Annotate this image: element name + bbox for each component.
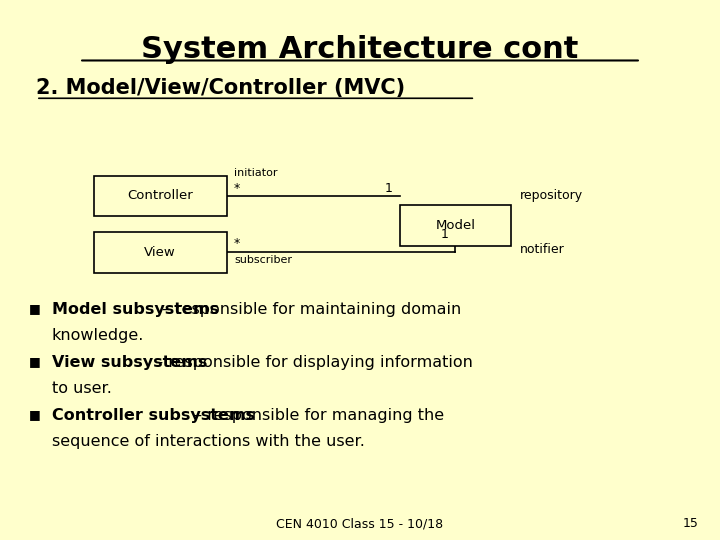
Text: View: View bbox=[144, 246, 176, 259]
Text: to user.: to user. bbox=[52, 381, 112, 396]
Text: CEN 4010 Class 15 - 10/18: CEN 4010 Class 15 - 10/18 bbox=[276, 517, 444, 530]
Text: 2. Model/View/Controller (MVC): 2. Model/View/Controller (MVC) bbox=[36, 78, 405, 98]
Text: View subsystems: View subsystems bbox=[52, 355, 207, 370]
Text: 1: 1 bbox=[441, 228, 448, 241]
Text: Model: Model bbox=[436, 219, 475, 232]
Text: *: * bbox=[234, 181, 240, 195]
Text: subscriber: subscriber bbox=[234, 255, 292, 265]
Text: ■: ■ bbox=[29, 355, 40, 368]
FancyBboxPatch shape bbox=[400, 205, 511, 246]
Text: 15: 15 bbox=[683, 517, 698, 530]
FancyBboxPatch shape bbox=[94, 176, 227, 216]
Text: – responsible for displaying information: – responsible for displaying information bbox=[150, 355, 473, 370]
Text: Model subsystems: Model subsystems bbox=[52, 302, 219, 318]
Text: – responsible for managing the: – responsible for managing the bbox=[189, 408, 444, 423]
Text: Controller subsystems: Controller subsystems bbox=[52, 408, 255, 423]
Text: 1: 1 bbox=[384, 181, 392, 195]
Text: System Architecture cont: System Architecture cont bbox=[141, 35, 579, 64]
Text: ■: ■ bbox=[29, 408, 40, 421]
Text: notifier: notifier bbox=[520, 243, 564, 256]
Text: sequence of interactions with the user.: sequence of interactions with the user. bbox=[52, 434, 365, 449]
Text: Controller: Controller bbox=[127, 189, 193, 202]
FancyBboxPatch shape bbox=[94, 232, 227, 273]
Text: *: * bbox=[234, 237, 240, 251]
Text: knowledge.: knowledge. bbox=[52, 328, 144, 343]
Text: ■: ■ bbox=[29, 302, 40, 315]
Text: – responsible for maintaining domain: – responsible for maintaining domain bbox=[157, 302, 461, 318]
Text: initiator: initiator bbox=[234, 168, 277, 178]
Text: repository: repository bbox=[520, 189, 583, 202]
